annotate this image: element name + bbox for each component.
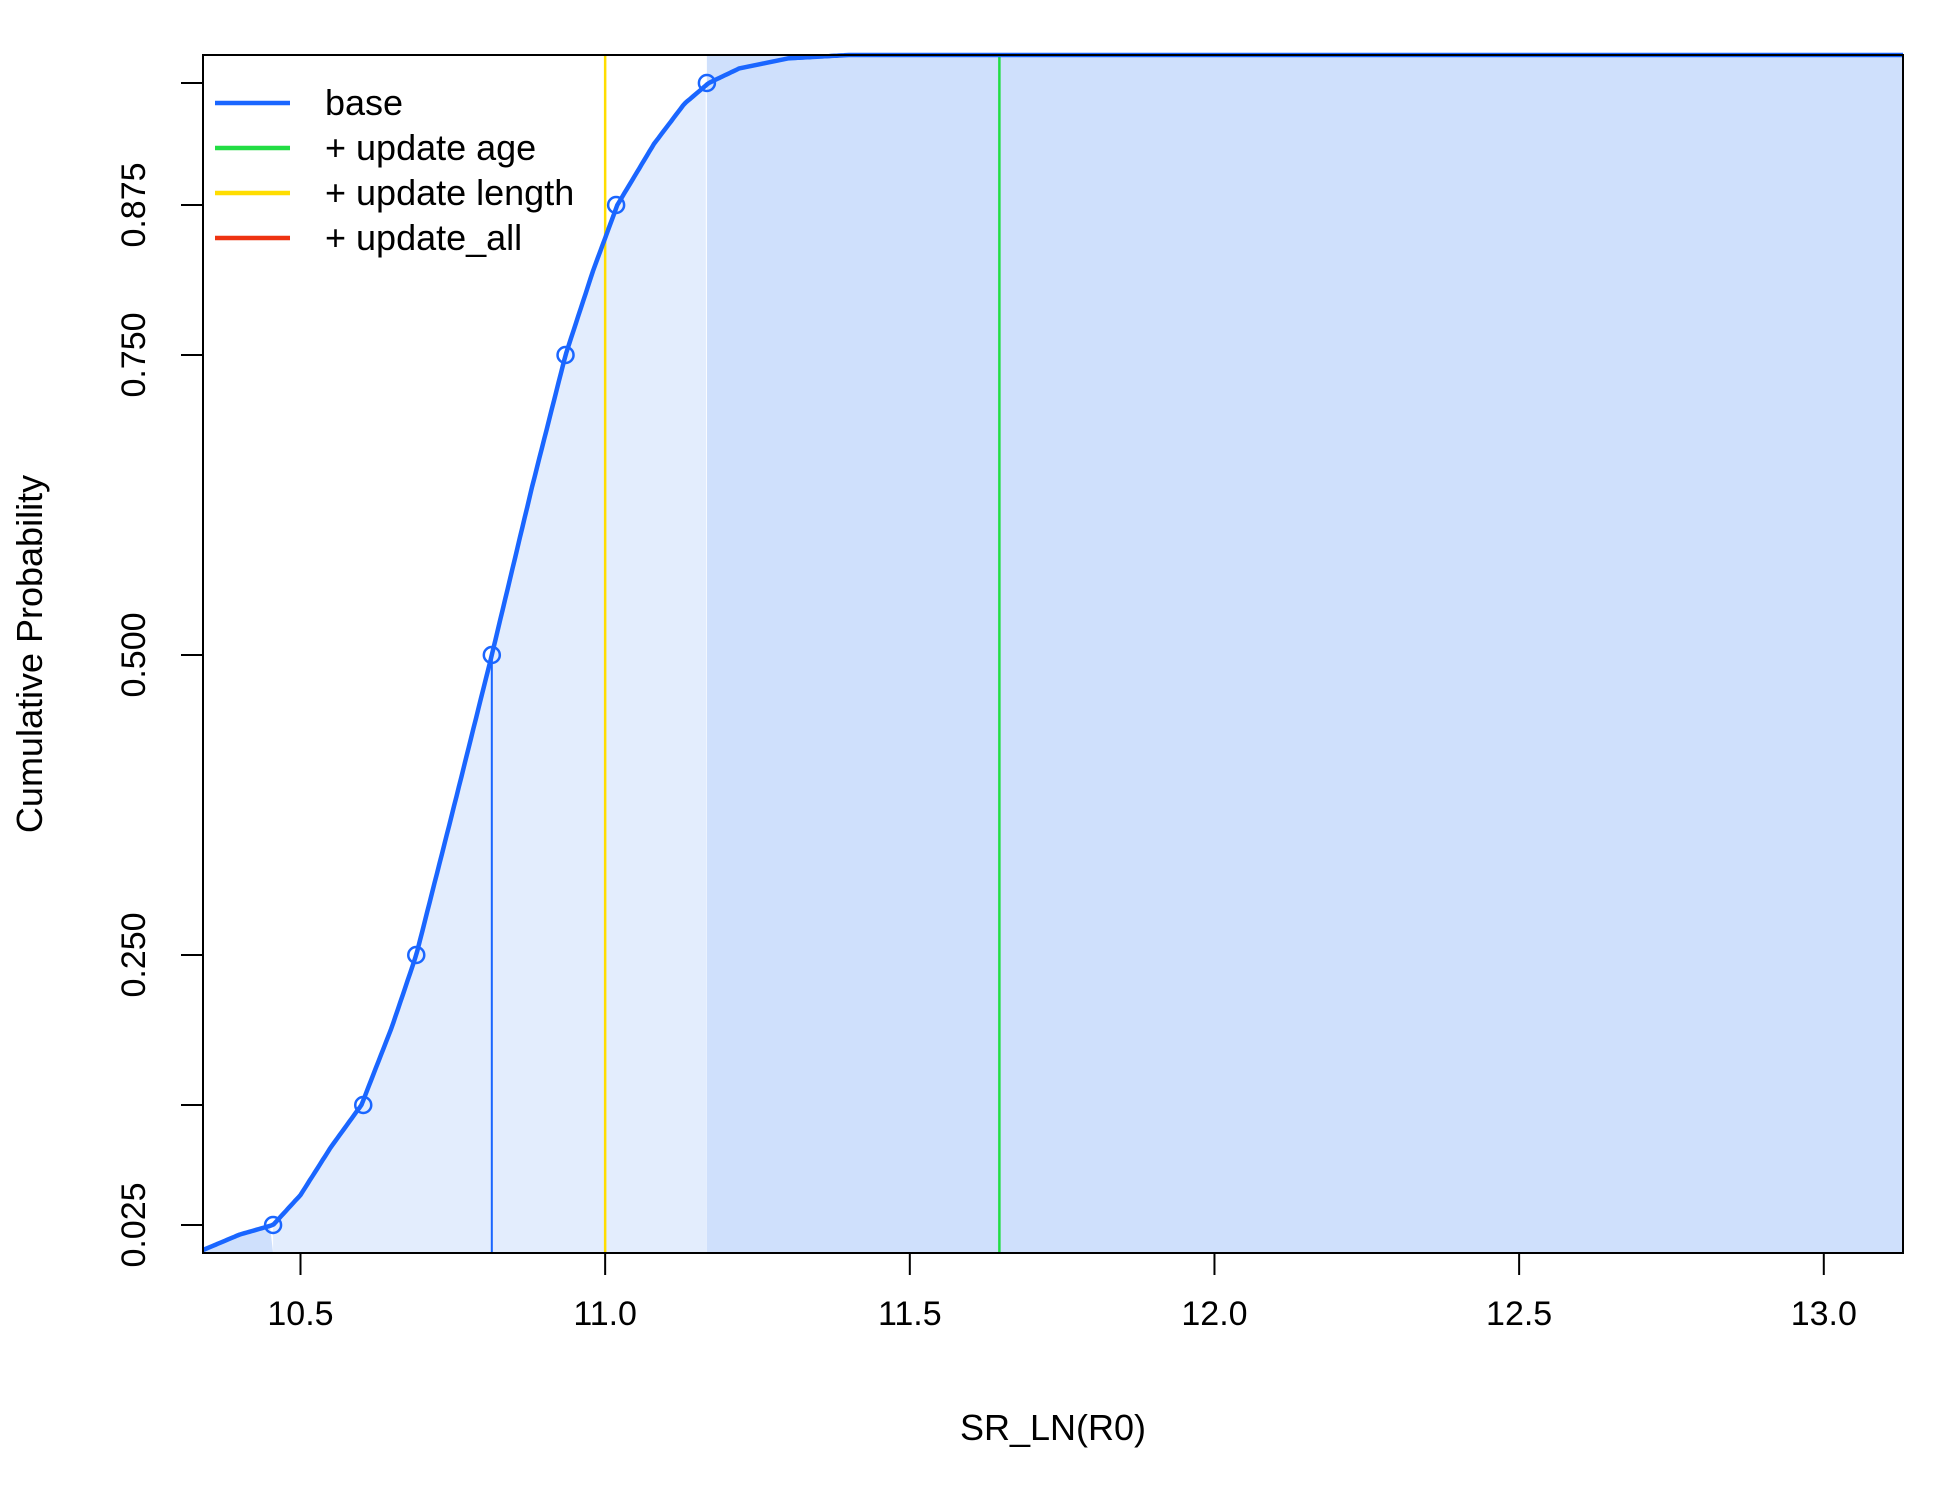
- quantile-point: [354, 1095, 373, 1115]
- legend-label: + update length: [325, 172, 574, 213]
- legend: base+ update age + update length + updat…: [215, 82, 574, 258]
- y-tick-label: 0.025: [115, 1182, 153, 1267]
- legend-label: + update_all: [325, 217, 522, 258]
- upper-tail-shade: [706, 55, 1904, 1253]
- x-axis: 10.5 11.0 11.5 12.0 12.5 13.0: [267, 1253, 1857, 1333]
- x-tick-label: 13.0: [1791, 1295, 1857, 1333]
- y-axis: 0.025 0.250 0.500 0.750 0.875: [115, 82, 203, 1268]
- quantile-points: [263, 73, 717, 1235]
- quantile-point: [407, 945, 426, 965]
- quantile-point: [697, 73, 717, 93]
- quantile-point: [263, 1215, 283, 1235]
- y-tick-label: 0.500: [115, 612, 153, 697]
- x-axis-title: SR_LN(R0): [960, 1407, 1146, 1448]
- lower-tail-shade: [203, 1225, 274, 1253]
- base-curve: [202, 52, 1903, 1253]
- y-tick-label: 0.750: [115, 312, 153, 397]
- y-tick-label: 0.250: [115, 912, 153, 997]
- y-axis-title: Cumulative Probability: [9, 475, 50, 833]
- x-tick-label: 10.5: [267, 1295, 333, 1333]
- quantile-point: [556, 345, 575, 365]
- x-tick-label: 11.0: [573, 1295, 637, 1333]
- curve-layer: [202, 52, 1903, 1253]
- x-tick-label: 11.5: [878, 1295, 942, 1333]
- y-tick-label: 0.875: [115, 162, 153, 247]
- vertical-reference-lines: [603, 55, 1001, 1253]
- legend-label: + update age: [325, 127, 536, 168]
- legend-label: base: [325, 82, 403, 123]
- quantile-point: [606, 195, 626, 215]
- x-tick-label: 12.0: [1181, 1295, 1247, 1333]
- x-tick-label: 12.5: [1486, 1295, 1552, 1333]
- quantile-point: [482, 645, 502, 665]
